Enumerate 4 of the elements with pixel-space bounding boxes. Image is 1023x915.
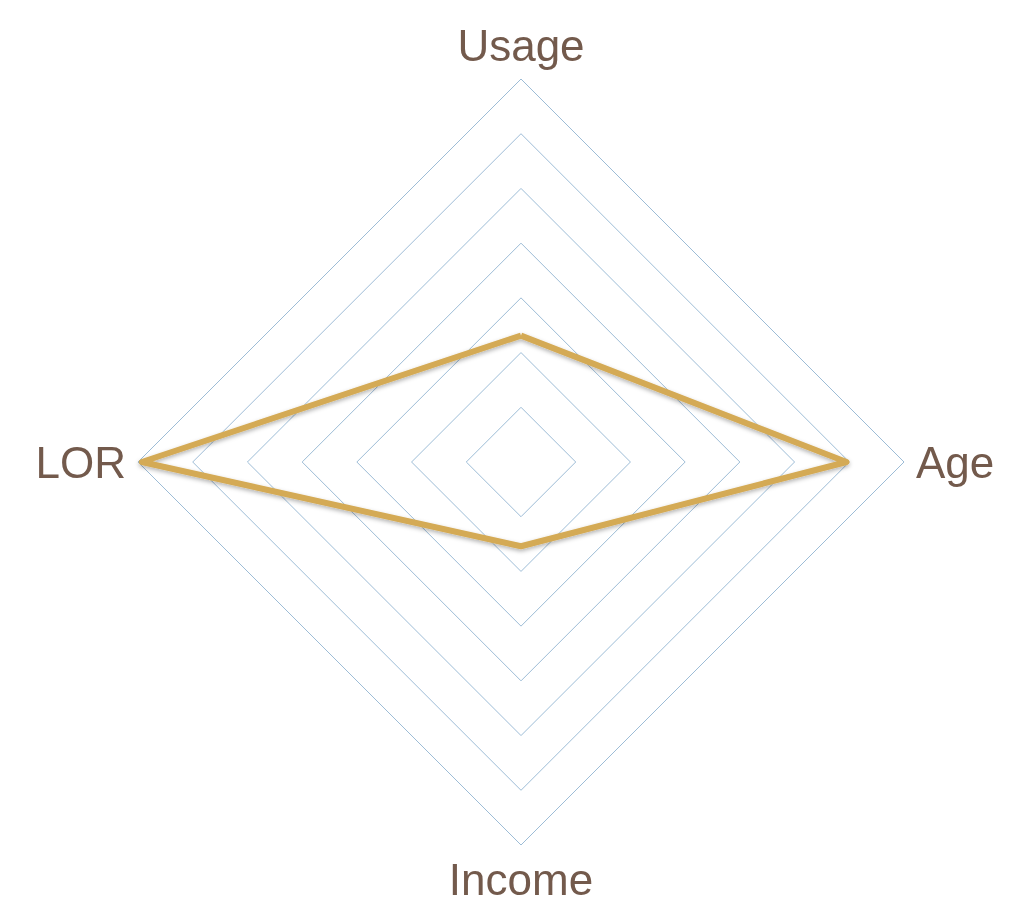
spoke-label: Age [916,437,995,487]
spoke-label: Usage [457,20,585,70]
spoke-label: Income [448,854,594,904]
spoke-label: LOR [35,437,126,487]
